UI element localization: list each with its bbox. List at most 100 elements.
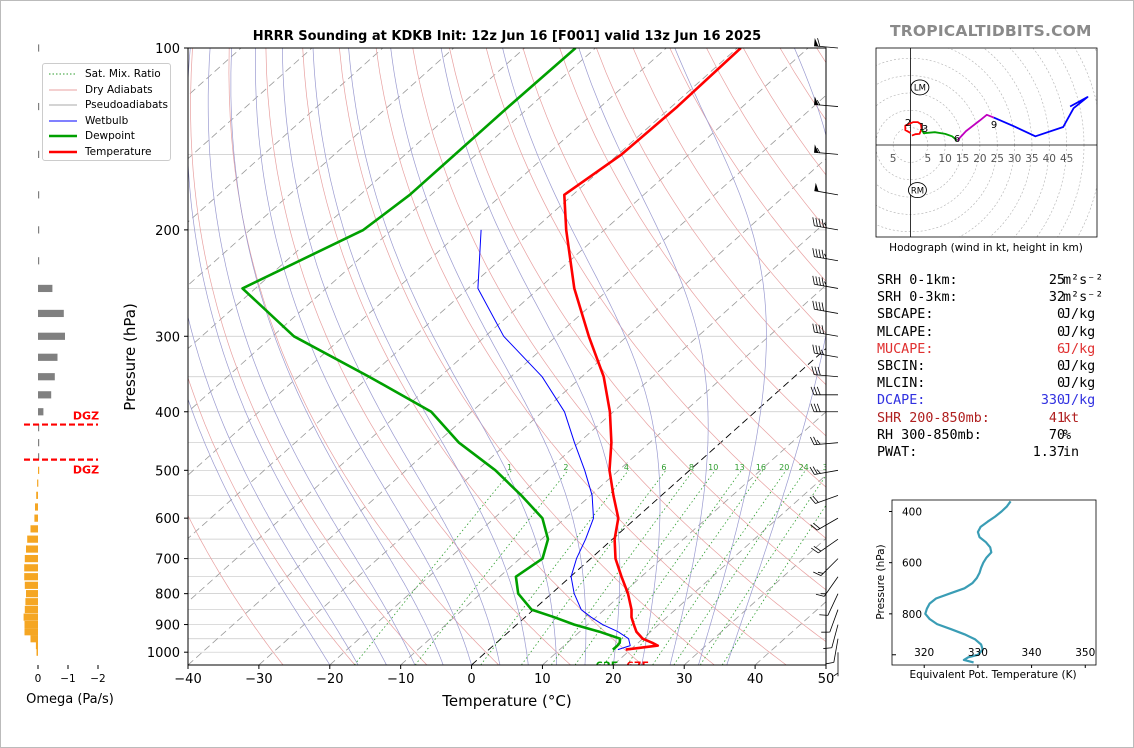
barb-flag [818, 324, 821, 334]
omega-bar [38, 439, 40, 447]
omega-bar [30, 635, 38, 643]
barb-staff [814, 374, 839, 378]
barb-flag [812, 300, 815, 310]
dry-adiabat [302, 48, 643, 665]
stat-value: 6 [1056, 341, 1065, 357]
y-tick-label: 600 [155, 512, 180, 527]
barb-flag [814, 366, 818, 376]
stat-label: PWAT: [877, 444, 918, 460]
stat-unit: % [1063, 427, 1072, 443]
wind-barbs [809, 37, 839, 677]
omega-bar [23, 613, 38, 621]
barb-flag [825, 661, 834, 665]
barb-flag [823, 647, 832, 649]
wind-barb [812, 217, 839, 231]
stat-value: 41 [1048, 410, 1065, 426]
y-tick-label: 300 [155, 330, 180, 345]
hodograph-ring-label: 25 [991, 153, 1004, 165]
dgz-label-top: DGZ [73, 410, 99, 423]
stat-unit: in [1063, 444, 1080, 460]
hodograph-ring-label: 20 [973, 153, 986, 165]
skewt-ylabel: Pressure (hPa) [121, 303, 139, 411]
stat-unit: J/kg [1063, 393, 1096, 409]
omega-bar [38, 408, 44, 416]
stat-value: 1.37 [1032, 444, 1065, 460]
barb-flag [816, 439, 821, 445]
mixing-ratio-line [521, 470, 667, 665]
barb-flag [813, 571, 822, 576]
barb-flag [812, 248, 815, 257]
barb-flag [816, 403, 821, 412]
dry-adiabat [485, 48, 826, 539]
stat-label: SBCAPE: [877, 307, 934, 323]
hodograph-panel: 5 5 10 15 20 25 30 35 40 45 2 13 6 9 LM RM [875, 47, 1098, 238]
isotherm-line [188, 94, 826, 665]
isotherm-line [258, 158, 826, 665]
barb-flag [815, 248, 818, 258]
stat-label: RH 300-850mb: [877, 427, 982, 443]
brand-watermark: TROPICALTIDBITS.COM [890, 22, 1092, 40]
mixing-ratio-line [721, 504, 826, 665]
moist-adiabat [312, 48, 529, 665]
hodograph-segment [920, 128, 958, 142]
omega-bar [34, 514, 38, 522]
wind-barb [809, 466, 839, 475]
barb-flag [810, 403, 815, 412]
omega-bar [38, 257, 40, 265]
barb-flag [815, 345, 818, 354]
dry-adiabat [265, 48, 571, 665]
stat-value: 25 [1048, 273, 1065, 288]
omega-bar [38, 353, 58, 361]
moist-adiabat [726, 48, 826, 665]
moist-adiabat [674, 48, 767, 665]
stat-row: MUCAPE: 6 J/kg [877, 341, 1097, 358]
omega-bar [36, 648, 38, 656]
dewpoint-profile [241, 48, 622, 651]
stat-unit: m²s⁻² [1063, 290, 1104, 306]
dry-adiabat [559, 48, 826, 437]
stat-value: 0 [1056, 307, 1065, 323]
barb-flag [811, 366, 815, 375]
mixing-ratio-label: 36 [843, 463, 853, 472]
stat-row: DCAPE: 330 J/kg [877, 392, 1097, 409]
isotherm-line [188, 48, 454, 286]
hodograph-curves [904, 96, 1089, 142]
skewt-axes: −40 −30 −20 −10 0 10 20 30 40 50 100 200 300 400 500 60… [147, 42, 834, 687]
wetbulb-profile [477, 229, 631, 651]
barb-staff [815, 494, 839, 504]
y-tick-label: 400 [155, 406, 180, 421]
omega-bar [35, 641, 38, 650]
omega-x-tick-label: 0 [35, 673, 42, 685]
storm-motion-rm: RM [907, 182, 927, 199]
omega-bar [30, 525, 38, 533]
isotherm-line [188, 48, 596, 413]
legend-swatch [49, 86, 77, 94]
dry-adiabat [188, 514, 284, 665]
omega-panel: 0 −1 −2 DGZ DGZ [23, 44, 106, 685]
theta-e-y-tick-label: 400 [902, 507, 922, 519]
legend-swatch [49, 132, 77, 140]
barb-staff [829, 609, 839, 633]
mixing-ratio-line [414, 470, 569, 665]
barb-pennant [814, 96, 819, 105]
stat-label: SBCIN: [877, 358, 926, 374]
omega-bar [38, 102, 40, 111]
omega-bar [38, 391, 52, 399]
barb-flag [824, 281, 828, 287]
legend-label: Pseudoadiabats [85, 99, 168, 112]
legend-label: Sat. Mix. Ratio [85, 68, 161, 80]
legend-label: Dry Adiabats [85, 83, 153, 96]
barb-flag [812, 275, 815, 285]
barb-flag [824, 253, 828, 259]
isotherm-line [188, 48, 809, 603]
stat-label: SRH 0-1km: [877, 273, 958, 288]
barb-flag [812, 466, 818, 475]
omega-bar [38, 226, 40, 234]
theta-e-panel: 320 330 340 350 400 600 800 [889, 499, 1097, 668]
hodograph-height-label: 3 [922, 124, 928, 135]
mixing-ratio-line [353, 470, 513, 665]
theta-e-frame [891, 499, 1097, 666]
legend-swatch [49, 117, 77, 125]
isotherm-line [188, 48, 525, 350]
omega-x-tick-label: −1 [60, 673, 75, 685]
